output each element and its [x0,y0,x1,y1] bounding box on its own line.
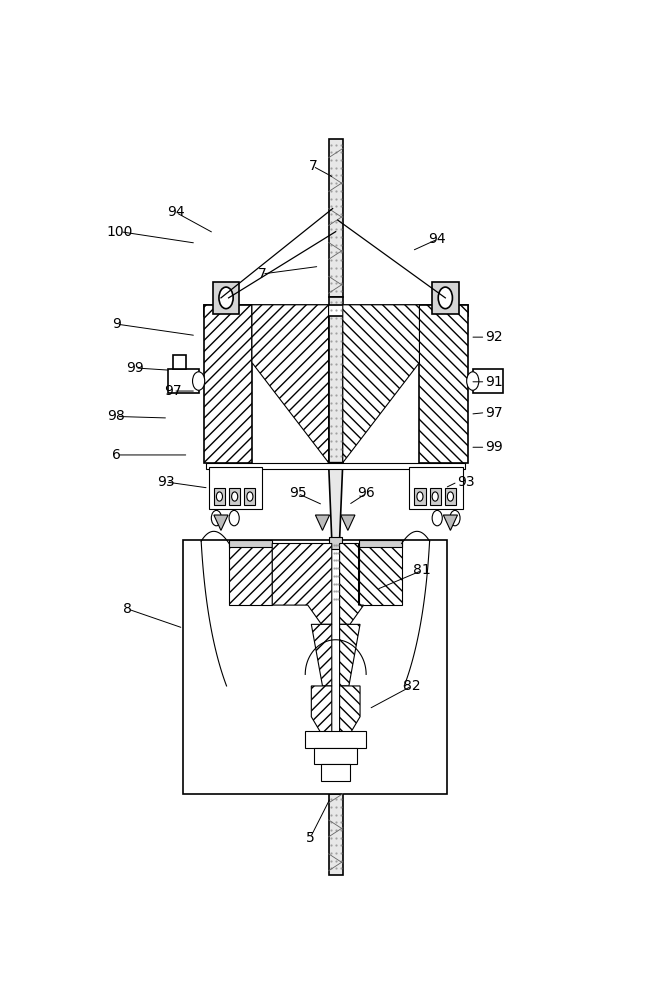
Bar [329,297,343,463]
Text: 100: 100 [107,225,133,239]
Bar [229,540,272,547]
Bar [168,369,198,393]
Text: 95: 95 [289,486,307,500]
Bar [358,540,402,547]
Polygon shape [339,686,360,732]
Circle shape [212,510,221,526]
Bar [432,282,458,314]
Text: 93: 93 [157,475,174,489]
Text: 7: 7 [257,267,267,281]
Text: 99: 99 [126,361,144,375]
Bar [332,540,339,605]
Bar [473,369,503,393]
Text: 82: 82 [403,679,421,693]
Polygon shape [339,624,360,686]
Polygon shape [252,305,329,463]
Text: 93: 93 [457,475,475,489]
Bar [305,731,366,748]
Text: 97: 97 [485,406,503,420]
Circle shape [432,510,442,526]
Circle shape [466,372,479,390]
Polygon shape [272,544,332,624]
Polygon shape [341,515,355,530]
Circle shape [232,492,238,501]
Circle shape [432,492,438,501]
Circle shape [219,287,233,309]
Circle shape [216,492,223,501]
Text: 94: 94 [428,232,446,246]
Bar [213,282,239,314]
Bar [209,466,262,509]
Polygon shape [311,624,332,686]
Text: 91: 91 [485,375,503,389]
Polygon shape [443,515,457,530]
Text: 94: 94 [167,205,185,219]
Bar [419,305,468,463]
Text: 99: 99 [485,440,503,454]
Bar [430,488,441,505]
Text: 92: 92 [485,330,503,344]
Polygon shape [339,544,364,624]
Text: 81: 81 [413,563,431,577]
Circle shape [417,492,423,501]
Bar [229,488,240,505]
Bar [214,488,225,505]
Text: 97: 97 [164,384,182,398]
Polygon shape [343,305,419,463]
Text: 5: 5 [306,831,314,845]
Bar [314,748,357,764]
Text: 9: 9 [112,317,121,331]
Bar [445,488,456,505]
Bar [244,488,255,505]
Bar [415,488,426,505]
Text: 98: 98 [107,409,125,423]
Circle shape [447,492,453,501]
Polygon shape [214,515,228,530]
Bar [329,794,343,875]
Bar [329,537,342,549]
Bar [229,542,272,605]
Bar [358,542,402,605]
Circle shape [229,510,239,526]
Bar [183,540,447,794]
Text: 96: 96 [357,486,375,500]
Circle shape [450,510,460,526]
Bar [409,466,462,509]
Bar [322,764,350,781]
Polygon shape [316,515,329,530]
Bar [206,463,465,469]
Text: 8: 8 [123,602,132,616]
Bar [204,305,252,463]
Polygon shape [329,463,343,540]
Circle shape [438,287,453,309]
Text: 6: 6 [112,448,121,462]
Bar [173,355,186,369]
Bar [329,139,343,297]
Bar [204,305,468,316]
Polygon shape [311,686,332,732]
Circle shape [193,372,205,390]
Text: 7: 7 [309,159,317,173]
Circle shape [247,492,253,501]
